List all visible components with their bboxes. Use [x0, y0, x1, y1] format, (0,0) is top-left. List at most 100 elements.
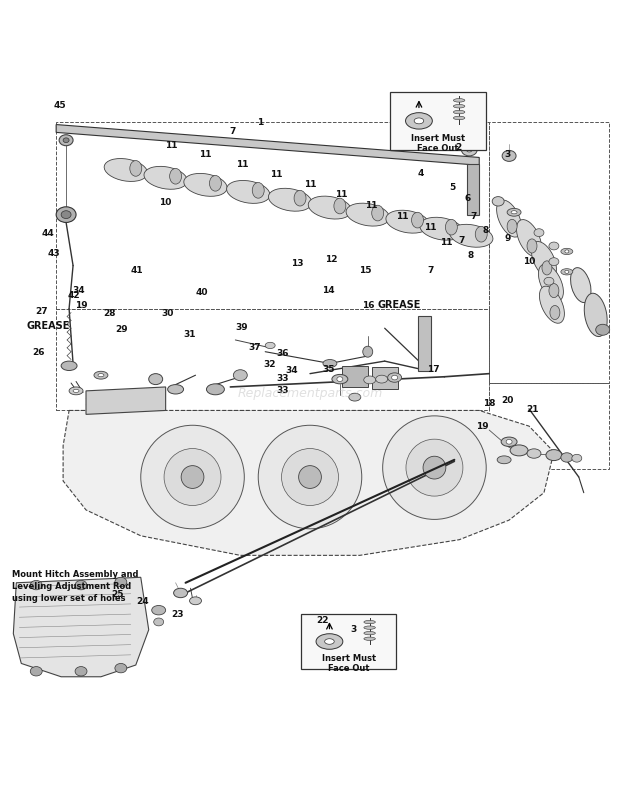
Ellipse shape: [69, 387, 83, 395]
Text: 7: 7: [458, 236, 464, 245]
Ellipse shape: [502, 151, 516, 162]
Ellipse shape: [476, 226, 487, 242]
Ellipse shape: [527, 449, 541, 459]
Polygon shape: [86, 387, 166, 414]
Text: 29: 29: [115, 325, 128, 334]
Ellipse shape: [531, 241, 556, 279]
Ellipse shape: [349, 393, 361, 401]
Ellipse shape: [308, 196, 352, 219]
Text: 43: 43: [48, 249, 60, 258]
Text: 11: 11: [199, 150, 211, 159]
Ellipse shape: [561, 248, 573, 255]
Circle shape: [164, 448, 221, 505]
Text: 10: 10: [159, 198, 171, 207]
Text: 11: 11: [236, 160, 249, 169]
Ellipse shape: [572, 455, 582, 462]
Text: Insert Must
Face Out: Insert Must Face Out: [322, 654, 376, 673]
Ellipse shape: [294, 191, 306, 206]
Text: 5: 5: [449, 183, 455, 191]
Ellipse shape: [461, 143, 477, 156]
Ellipse shape: [59, 135, 73, 146]
Text: 12: 12: [326, 255, 338, 264]
Ellipse shape: [561, 269, 573, 275]
Text: 8: 8: [467, 251, 474, 259]
Text: 7: 7: [427, 266, 433, 275]
Circle shape: [383, 416, 486, 519]
Text: 8: 8: [483, 226, 489, 235]
Ellipse shape: [210, 176, 221, 191]
Polygon shape: [63, 411, 554, 556]
Text: 11: 11: [270, 169, 282, 179]
Ellipse shape: [334, 198, 346, 214]
Ellipse shape: [538, 264, 564, 301]
Ellipse shape: [364, 620, 375, 624]
Ellipse shape: [596, 325, 609, 335]
Ellipse shape: [534, 229, 544, 236]
Ellipse shape: [570, 268, 591, 303]
Text: 20: 20: [502, 396, 514, 405]
Text: 34: 34: [285, 366, 298, 375]
Ellipse shape: [265, 342, 275, 348]
Text: GREASE: GREASE: [26, 321, 69, 331]
Ellipse shape: [316, 634, 343, 649]
Text: 35: 35: [322, 365, 335, 374]
Ellipse shape: [98, 374, 104, 377]
Text: 37: 37: [248, 344, 261, 352]
Text: GREASE: GREASE: [378, 299, 421, 310]
FancyBboxPatch shape: [301, 614, 396, 669]
Text: 31: 31: [184, 329, 196, 339]
Circle shape: [406, 439, 463, 496]
Text: 11: 11: [365, 201, 378, 210]
Text: Replacementparts.com: Replacementparts.com: [237, 388, 383, 400]
Text: 23: 23: [171, 611, 184, 619]
Text: 34: 34: [72, 286, 85, 295]
Ellipse shape: [94, 371, 108, 379]
Ellipse shape: [511, 210, 517, 214]
Ellipse shape: [115, 663, 127, 673]
Circle shape: [299, 466, 321, 489]
Ellipse shape: [30, 667, 42, 676]
Ellipse shape: [507, 208, 521, 216]
Ellipse shape: [144, 166, 187, 189]
Text: 32: 32: [264, 360, 276, 370]
Text: 13: 13: [291, 258, 304, 268]
Ellipse shape: [565, 250, 569, 253]
Ellipse shape: [190, 597, 202, 604]
Ellipse shape: [227, 180, 270, 203]
Text: 17: 17: [427, 365, 440, 374]
Text: 25: 25: [111, 590, 123, 599]
Ellipse shape: [550, 306, 560, 320]
Ellipse shape: [30, 581, 42, 590]
Polygon shape: [467, 164, 479, 214]
Text: 21: 21: [526, 405, 538, 414]
Ellipse shape: [584, 293, 607, 336]
Ellipse shape: [510, 445, 528, 456]
Circle shape: [141, 426, 244, 529]
Text: Mount Hitch Assembly and
Leveling Adjustment Rod
using lower set of holes: Mount Hitch Assembly and Leveling Adjust…: [12, 570, 139, 603]
Text: 42: 42: [68, 291, 81, 299]
Text: 3: 3: [350, 626, 356, 634]
Ellipse shape: [549, 284, 559, 298]
Ellipse shape: [170, 169, 182, 184]
Ellipse shape: [549, 242, 559, 250]
Circle shape: [281, 448, 339, 505]
Polygon shape: [372, 367, 397, 388]
Ellipse shape: [323, 359, 337, 367]
Text: 33: 33: [276, 374, 288, 383]
Text: 36: 36: [276, 349, 288, 359]
Ellipse shape: [252, 183, 264, 198]
Text: 16: 16: [362, 301, 375, 310]
Ellipse shape: [492, 197, 504, 206]
Ellipse shape: [466, 147, 472, 152]
Ellipse shape: [130, 161, 142, 177]
Ellipse shape: [501, 437, 517, 447]
Ellipse shape: [364, 637, 375, 641]
Ellipse shape: [506, 440, 512, 444]
Text: 11: 11: [304, 180, 316, 188]
Ellipse shape: [453, 110, 465, 113]
Ellipse shape: [364, 626, 375, 630]
Circle shape: [423, 456, 446, 479]
Text: 7: 7: [471, 212, 477, 221]
Ellipse shape: [539, 286, 564, 323]
Ellipse shape: [388, 373, 402, 382]
